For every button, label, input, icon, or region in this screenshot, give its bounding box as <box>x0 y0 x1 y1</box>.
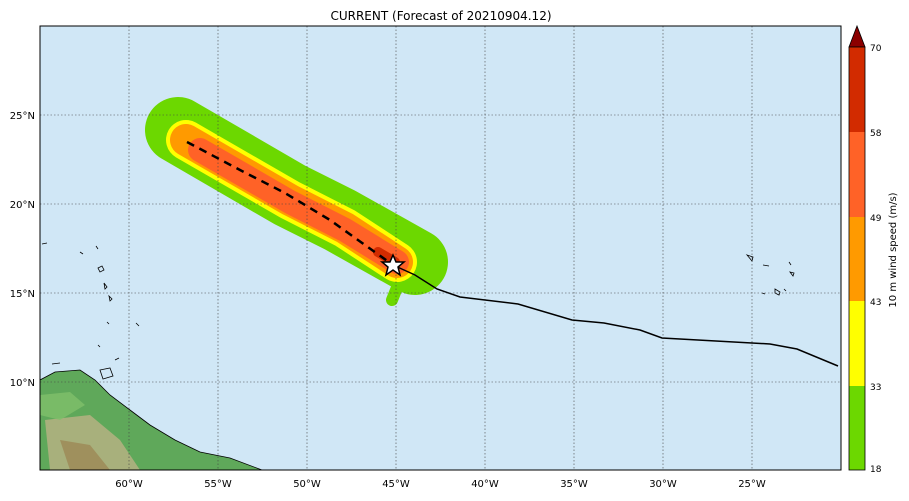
colorbar-tick: 33 <box>870 383 881 393</box>
lon-tick: 35°W <box>560 479 588 490</box>
storm-position-star-icon <box>379 253 407 277</box>
colorbar-segment <box>849 301 865 386</box>
lon-tick: 60°W <box>115 479 143 490</box>
lat-tick: 10°N <box>10 378 35 389</box>
colorbar-segment <box>849 132 865 217</box>
colorbar-tick: 43 <box>870 298 881 308</box>
lon-tick: 50°W <box>293 479 321 490</box>
land-south-america <box>40 369 263 470</box>
lat-tick: 20°N <box>10 200 35 211</box>
lon-tick: 40°W <box>471 479 499 490</box>
colorbar-extend-arrow <box>848 24 866 48</box>
lon-tick: 25°W <box>738 479 766 490</box>
lon-tick-labels: 60°W 55°W 50°W 45°W 40°W 35°W 30°W 25°W <box>115 479 766 490</box>
colorbar: 70 58 49 43 33 18 10 m wind speed (m/s) <box>848 24 899 475</box>
lat-tick: 15°N <box>10 289 35 300</box>
lat-tick: 25°N <box>10 111 35 122</box>
colorbar-tick: 49 <box>870 214 882 224</box>
map-frame <box>39 25 842 471</box>
grid-lines <box>40 26 841 470</box>
past-track <box>392 264 839 367</box>
colorbar-tick: 70 <box>870 44 882 54</box>
lon-tick: 55°W <box>204 479 232 490</box>
colorbar-tick: 18 <box>870 465 882 475</box>
lon-tick: 45°W <box>382 479 410 490</box>
lat-tick-labels: 25°N 20°N 15°N 10°N <box>10 111 35 389</box>
map-area <box>39 25 842 471</box>
lon-tick: 30°W <box>649 479 677 490</box>
colorbar-tick: 58 <box>870 129 882 139</box>
forecast-track <box>186 140 394 267</box>
colorbar-segment <box>849 47 865 132</box>
colorbar-segment <box>849 386 865 470</box>
map-title: CURRENT (Forecast of 20210904.12) <box>330 9 551 23</box>
colorbar-label: 10 m wind speed (m/s) <box>888 192 899 307</box>
colorbar-segment <box>849 217 865 301</box>
